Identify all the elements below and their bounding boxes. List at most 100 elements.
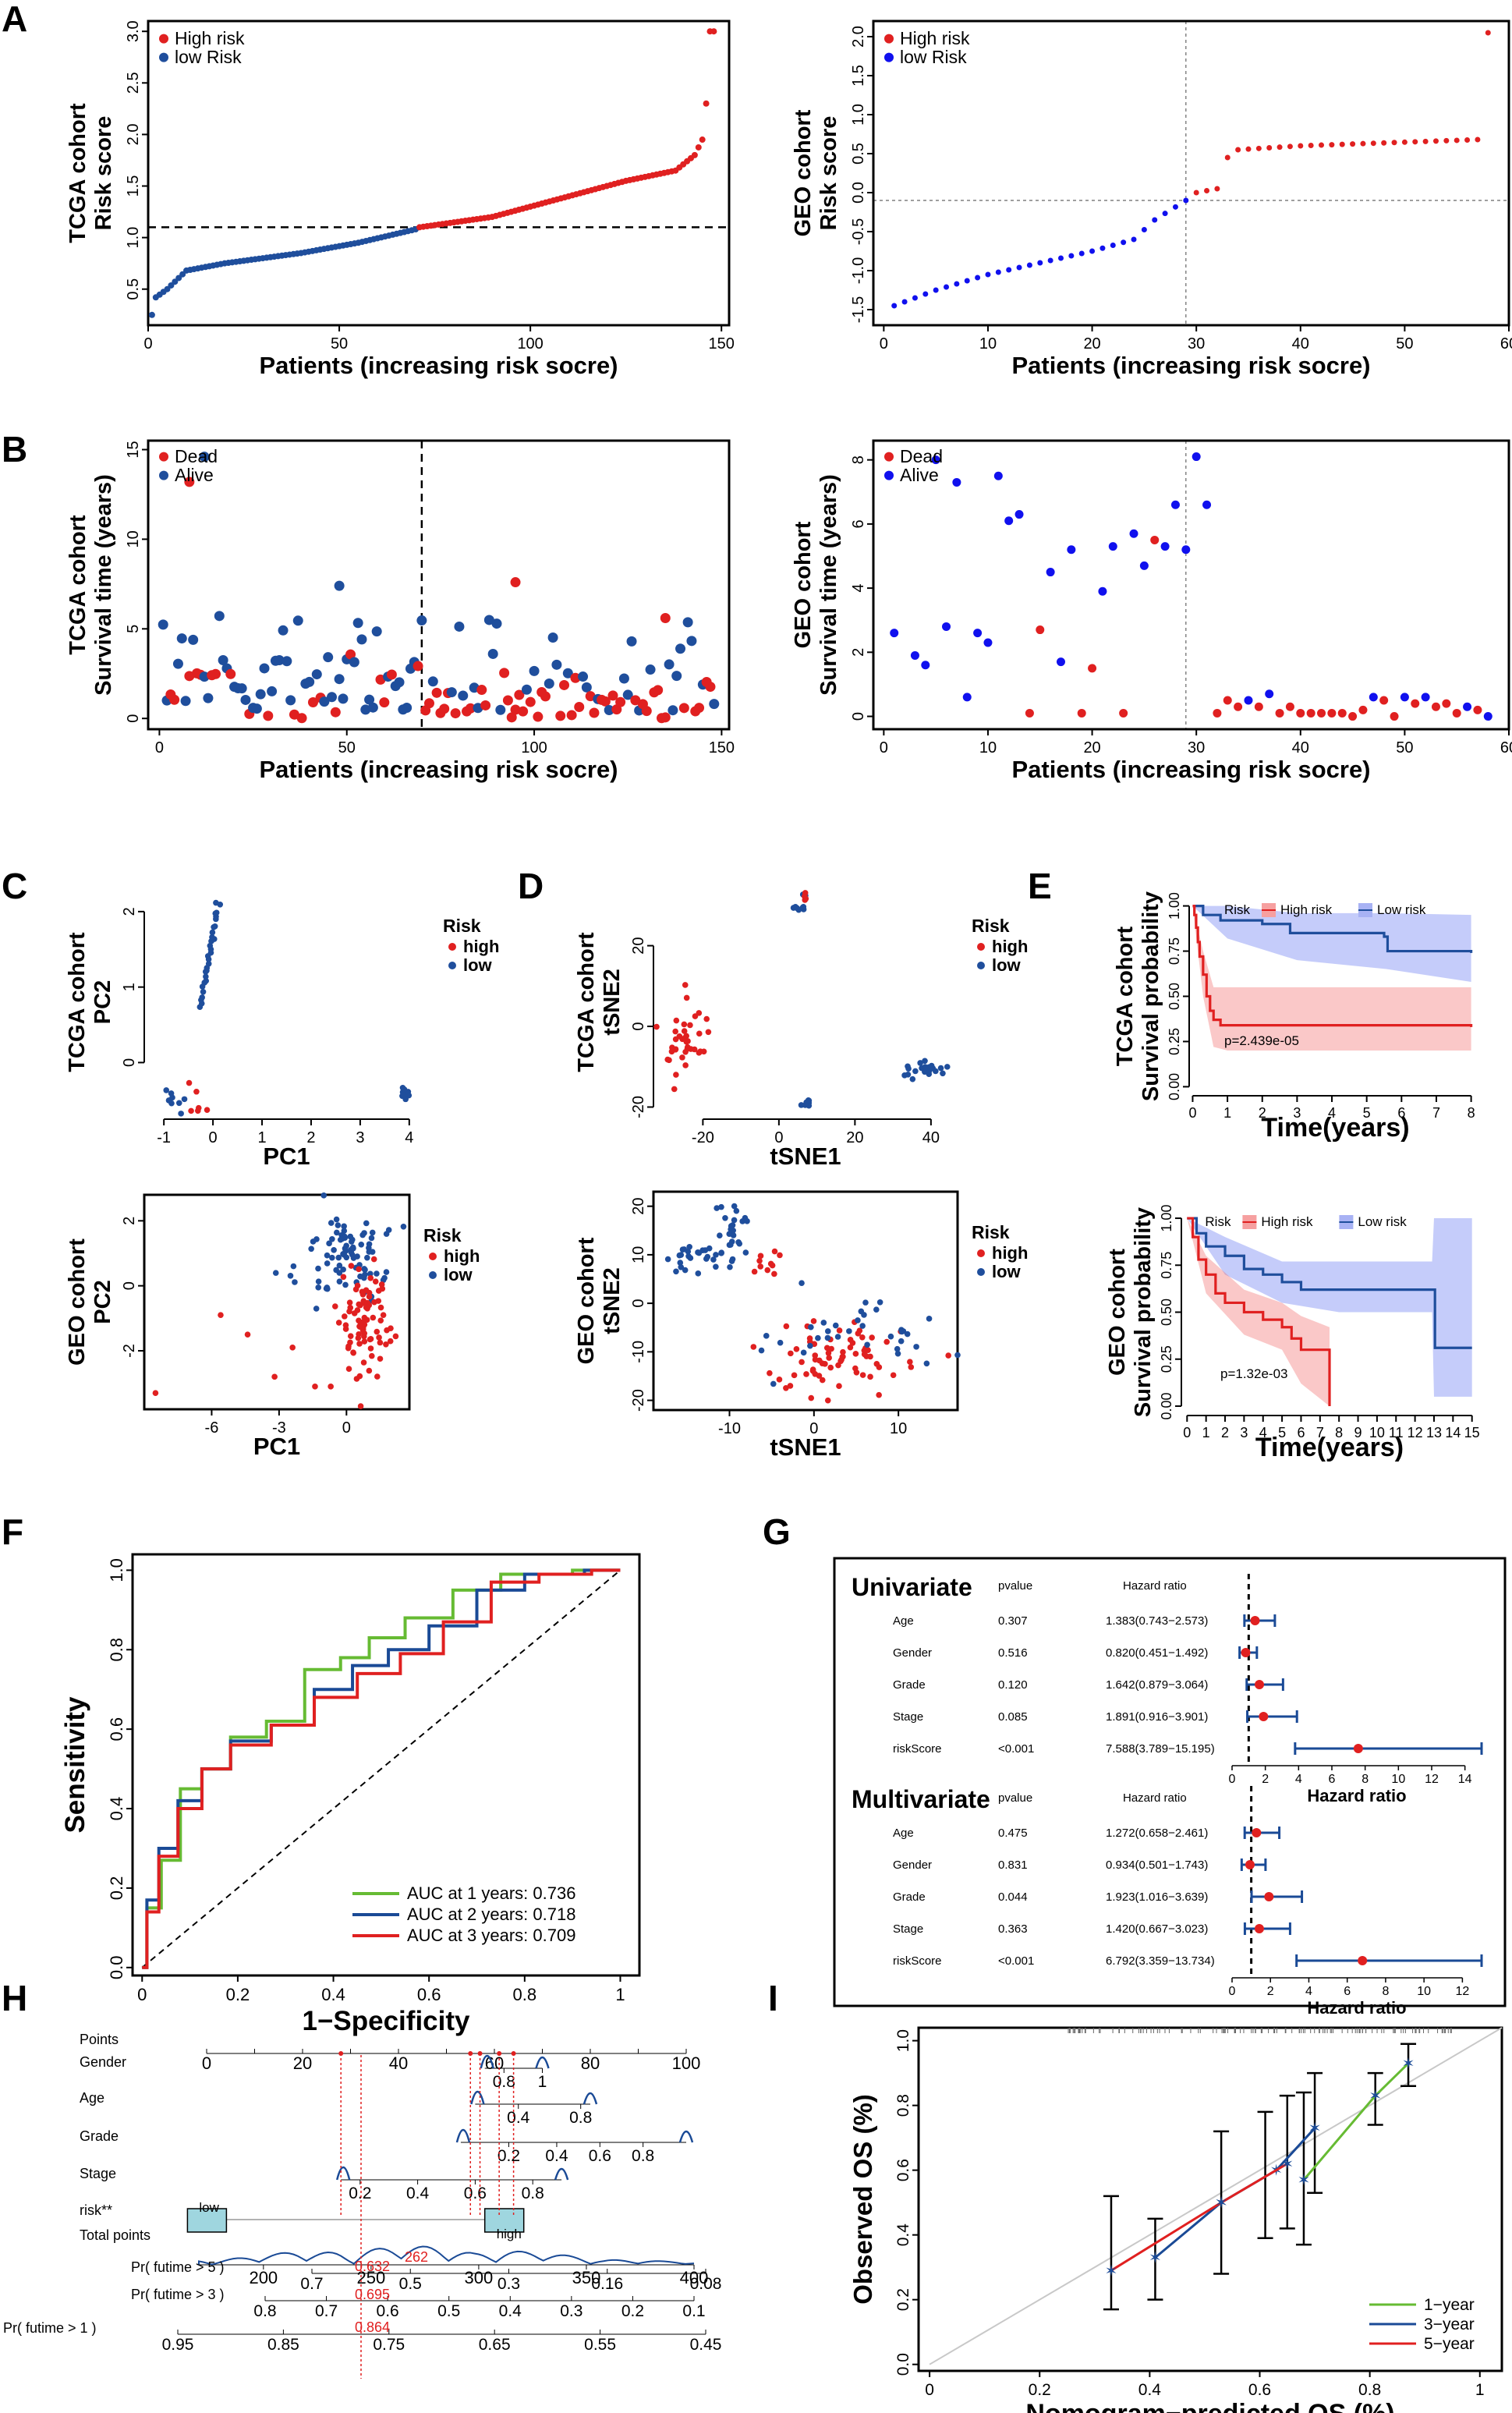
scatter-point: [771, 1248, 778, 1255]
survival-point: [1463, 702, 1472, 711]
scatter-point: [815, 1334, 821, 1341]
x-axis-label: Patients (increasing risk socre): [1011, 756, 1370, 783]
risk-point: [1329, 142, 1335, 148]
confidence-band: [1187, 1218, 1472, 1397]
scatter-point: [377, 1339, 384, 1346]
scatter-point: [669, 1044, 675, 1051]
survival-point: [1400, 693, 1409, 702]
p-value-text: p=1.32e-03: [1220, 1366, 1288, 1381]
scatter-point: [807, 1342, 813, 1349]
x-tick-label: 1: [257, 1129, 266, 1146]
risk-point: [1224, 154, 1230, 161]
plot-frame: [147, 19, 731, 327]
nomogram-tick-label: 0.8: [522, 2184, 544, 2202]
scatter-point: [347, 1305, 354, 1311]
x-axis-label: Patients (increasing risk socre): [1011, 352, 1370, 379]
x-tick-label: -1: [157, 1129, 171, 1146]
scatter-point: [855, 1317, 861, 1323]
scatter-point: [836, 1327, 843, 1334]
scatter-point: [898, 1328, 905, 1335]
plot-frame: [872, 19, 1510, 327]
survival-point: [1358, 705, 1368, 714]
legend-marker: [977, 943, 985, 951]
risk-point: [1047, 257, 1053, 264]
scatter-point: [703, 1015, 710, 1022]
x-axis-label: PC1: [253, 1433, 300, 1460]
chart-a1: 0 50 100 150 0.5 1.0 1.5 2.0 2.5 3.0 Patients (inc…: [66, 19, 735, 379]
survival-point: [890, 629, 899, 638]
scatter-point: [909, 1075, 916, 1082]
survival-point: [529, 665, 540, 676]
y-tick-label: 0: [125, 714, 142, 723]
scatter-point: [355, 1334, 362, 1341]
x-tick-label: 40: [922, 1129, 940, 1146]
x-tick-label: 0.8: [513, 1985, 537, 2004]
x-axis-label: Patients (increasing risk socre): [259, 756, 618, 783]
survival-point: [664, 659, 675, 670]
chart-i: 0 0.2 0.4 0.6 0.8 1 0.0 0.2 0.4 0.6 0.8 1.0 Nomogram…: [848, 2026, 1503, 2413]
scatter-point: [677, 1260, 684, 1266]
scatter-point: [819, 1360, 826, 1366]
x-tick-label: 60: [1500, 335, 1512, 353]
scatter-point: [375, 1298, 382, 1304]
scatter-point: [342, 1281, 349, 1288]
survival-point: [352, 618, 363, 629]
scatter-point: [696, 1249, 703, 1256]
scatter-point: [363, 1316, 369, 1323]
scatter-point: [824, 1334, 831, 1341]
scatter-point: [324, 1260, 331, 1267]
nomogram-tick-label: 0.1: [682, 2302, 705, 2320]
panel-label-g: G: [763, 1511, 791, 1552]
survival-point: [626, 636, 637, 647]
y-tick-label: -20: [630, 1096, 647, 1118]
scatter-point: [315, 1265, 321, 1272]
scatter-point: [846, 1328, 852, 1334]
calibration-line: [1110, 2163, 1288, 2272]
scatter-point: [722, 1214, 728, 1221]
survival-point: [491, 618, 502, 629]
survival-point: [338, 693, 349, 704]
risk-point: [1006, 267, 1012, 273]
scatter-point: [356, 1373, 363, 1380]
risk-point: [1381, 140, 1387, 146]
survival-point: [203, 693, 214, 703]
scatter-point: [363, 1220, 370, 1227]
scatter-point: [361, 1338, 368, 1345]
survival-point: [1483, 712, 1493, 721]
survival-point: [510, 577, 521, 588]
y-tick-label: 2.0: [850, 26, 867, 48]
scatter-point: [361, 1321, 368, 1328]
scatter-point: [354, 1253, 360, 1260]
risk-point: [1078, 250, 1085, 257]
scatter-point: [359, 1292, 366, 1298]
risk-point: [1089, 248, 1096, 254]
scatter-point: [363, 1304, 370, 1311]
nomogram-tick-label: 0.08: [690, 2275, 722, 2293]
plot-frame: [143, 1193, 411, 1411]
y-tick-label: 5: [125, 625, 142, 633]
forest-row-pvalue: 0.307: [998, 1614, 1028, 1628]
scatter-point: [360, 1359, 367, 1366]
scatter-point: [328, 1220, 335, 1226]
scatter-point: [218, 1312, 224, 1318]
scatter-point: [726, 1231, 733, 1237]
scatter-point: [735, 1239, 742, 1245]
scatter-point: [204, 1107, 211, 1114]
risk-point: [1245, 146, 1252, 152]
points-marker: [511, 2051, 516, 2056]
legend-marker: [977, 1268, 985, 1276]
survival-point: [1098, 586, 1107, 596]
scatter-point: [378, 1281, 385, 1288]
scatter-point: [869, 1334, 875, 1341]
x-tick-label: 15: [1464, 1425, 1480, 1440]
calibration-point: ✶: [1280, 2156, 1294, 2173]
survival-point: [1150, 535, 1160, 544]
scatter-point: [683, 1033, 689, 1040]
survival-point: [319, 696, 330, 707]
chart-a2: 0 10 20 30 40 50 60 -1.5 -1.0 -0.5 0.0 0.5 1.0 1.5 2.0…: [791, 19, 1512, 379]
scatter-point: [653, 1023, 660, 1030]
plot-frame: [917, 2026, 1503, 2372]
forest-row-name: Gender: [893, 1858, 932, 1872]
scatter-point: [853, 1369, 860, 1376]
survival-point: [600, 696, 611, 707]
